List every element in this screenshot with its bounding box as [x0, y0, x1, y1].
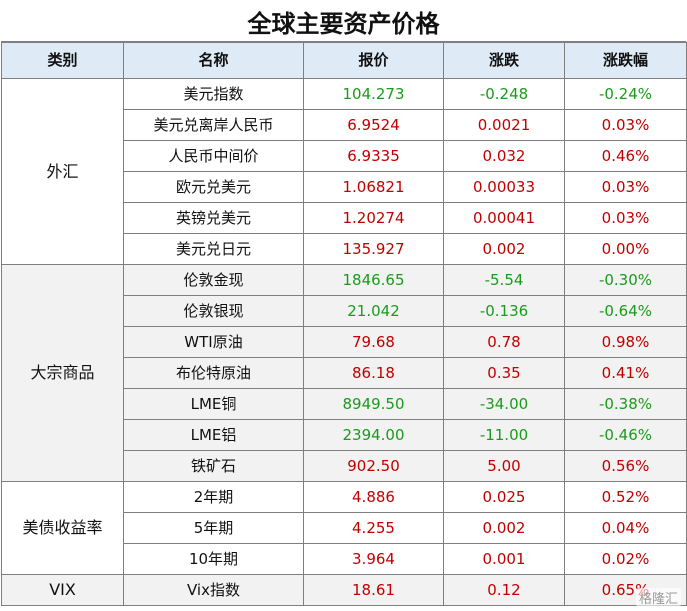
- category-cell: 美债收益率: [1, 481, 124, 575]
- table-row: VIX Vix指数 18.61 0.12 0.65%: [1, 574, 687, 606]
- change-cell: 0.0021: [443, 109, 565, 141]
- pct-cell: -0.24%: [564, 78, 687, 110]
- pct-cell: 0.03%: [564, 171, 687, 203]
- price-cell: 6.9335: [303, 140, 444, 172]
- change-cell: 5.00: [443, 450, 565, 482]
- table-row: 伦敦银现 21.042 -0.136 -0.64%: [2, 295, 687, 327]
- table-title: 全球主要资产价格: [1, 1, 686, 42]
- price-cell: 135.927: [303, 233, 444, 265]
- pct-cell: 0.03%: [564, 202, 687, 234]
- change-cell: 0.78: [443, 326, 565, 358]
- name-cell: 美元指数: [123, 78, 304, 110]
- price-cell: 104.273: [303, 78, 444, 110]
- pct-cell: -0.38%: [564, 388, 687, 420]
- change-cell: 0.002: [443, 512, 565, 544]
- watermark: 格隆汇: [635, 588, 681, 607]
- name-cell: 人民币中间价: [123, 140, 304, 172]
- pct-cell: 0.00%: [564, 233, 687, 265]
- table-row: WTI原油 79.68 0.78 0.98%: [2, 326, 687, 358]
- name-cell: 欧元兑美元: [123, 171, 304, 203]
- table-row: 10年期 3.964 0.001 0.02%: [2, 543, 687, 575]
- change-cell: 0.002: [443, 233, 565, 265]
- name-cell: 5年期: [123, 512, 304, 544]
- table-row: LME铝 2394.00 -11.00 -0.46%: [2, 419, 687, 451]
- pct-cell: 0.56%: [564, 450, 687, 482]
- change-cell: -5.54: [443, 264, 565, 296]
- change-cell: -34.00: [443, 388, 565, 420]
- pct-cell: -0.30%: [564, 264, 687, 296]
- category-cell: 大宗商品: [1, 264, 124, 482]
- name-cell: 伦敦银现: [123, 295, 304, 327]
- name-cell: WTI原油: [123, 326, 304, 358]
- header-pct: 涨跌幅: [564, 42, 687, 79]
- change-cell: 0.032: [443, 140, 565, 172]
- pct-cell: 0.02%: [564, 543, 687, 575]
- table-row: 5年期 4.255 0.002 0.04%: [2, 512, 687, 544]
- pct-cell: -0.64%: [564, 295, 687, 327]
- name-cell: 铁矿石: [123, 450, 304, 482]
- name-cell: 10年期: [123, 543, 304, 575]
- name-cell: 2年期: [123, 481, 304, 513]
- table-body: 外汇 美元指数 104.273 -0.248 -0.24% 美元兑离岸人民币 6.9524 0…: [1, 78, 687, 606]
- price-cell: 79.68: [303, 326, 444, 358]
- price-cell: 6.9524: [303, 109, 444, 141]
- pct-cell: 0.03%: [564, 109, 687, 141]
- change-cell: -0.136: [443, 295, 565, 327]
- table-row: LME铜 8949.50 -34.00 -0.38%: [2, 388, 687, 420]
- header-change: 涨跌: [443, 42, 565, 79]
- name-cell: 布伦特原油: [123, 357, 304, 389]
- category-cell: 外汇: [1, 78, 124, 265]
- change-cell: -0.248: [443, 78, 565, 110]
- table-row: 布伦特原油 86.18 0.35 0.41%: [2, 357, 687, 389]
- change-cell: 0.12: [443, 574, 565, 606]
- header-price: 报价: [303, 42, 444, 79]
- pct-cell: 0.98%: [564, 326, 687, 358]
- pct-cell: 0.41%: [564, 357, 687, 389]
- header-category: 类别: [1, 42, 124, 79]
- change-cell: 0.001: [443, 543, 565, 575]
- pct-cell: -0.46%: [564, 419, 687, 451]
- category-cell: VIX: [1, 574, 124, 606]
- price-cell: 3.964: [303, 543, 444, 575]
- pct-cell: 0.52%: [564, 481, 687, 513]
- price-cell: 21.042: [303, 295, 444, 327]
- table-row: 欧元兑美元 1.06821 0.00033 0.03%: [2, 171, 687, 203]
- table-row: 大宗商品 伦敦金现 1846.65 -5.54 -0.30%: [1, 264, 687, 482]
- header-row: 类别 名称 报价 涨跌 涨跌幅: [1, 42, 687, 79]
- table-row: 人民币中间价 6.9335 0.032 0.46%: [2, 140, 687, 172]
- name-cell: LME铜: [123, 388, 304, 420]
- name-cell: Vix指数: [123, 574, 304, 606]
- change-cell: 0.35: [443, 357, 565, 389]
- asset-price-table: 类别 名称 报价 涨跌 涨跌幅 外汇 美元指数 104.273 -0.248 -0.24…: [1, 42, 687, 606]
- change-cell: 0.00033: [443, 171, 565, 203]
- name-cell: LME铝: [123, 419, 304, 451]
- name-cell: 美元兑日元: [123, 233, 304, 265]
- price-cell: 1.06821: [303, 171, 444, 203]
- price-cell: 18.61: [303, 574, 444, 606]
- price-cell: 2394.00: [303, 419, 444, 451]
- price-cell: 4.886: [303, 481, 444, 513]
- price-cell: 86.18: [303, 357, 444, 389]
- change-cell: 0.00041: [443, 202, 565, 234]
- header-name: 名称: [123, 42, 304, 79]
- table-row: 外汇 美元指数 104.273 -0.248 -0.24%: [1, 78, 687, 265]
- table-row: 美元兑离岸人民币 6.9524 0.0021 0.03%: [2, 109, 687, 141]
- name-cell: 伦敦金现: [123, 264, 304, 296]
- change-cell: -11.00: [443, 419, 565, 451]
- price-cell: 1846.65: [303, 264, 444, 296]
- price-cell: 902.50: [303, 450, 444, 482]
- table-row: 英镑兑美元 1.20274 0.00041 0.03%: [2, 202, 687, 234]
- change-cell: 0.025: [443, 481, 565, 513]
- pct-cell: 0.46%: [564, 140, 687, 172]
- price-cell: 1.20274: [303, 202, 444, 234]
- name-cell: 英镑兑美元: [123, 202, 304, 234]
- price-cell: 4.255: [303, 512, 444, 544]
- name-cell: 美元兑离岸人民币: [123, 109, 304, 141]
- price-cell: 8949.50: [303, 388, 444, 420]
- pct-cell: 0.04%: [564, 512, 687, 544]
- table-row: 美债收益率 2年期 4.886 0.025 0.52%: [1, 481, 687, 575]
